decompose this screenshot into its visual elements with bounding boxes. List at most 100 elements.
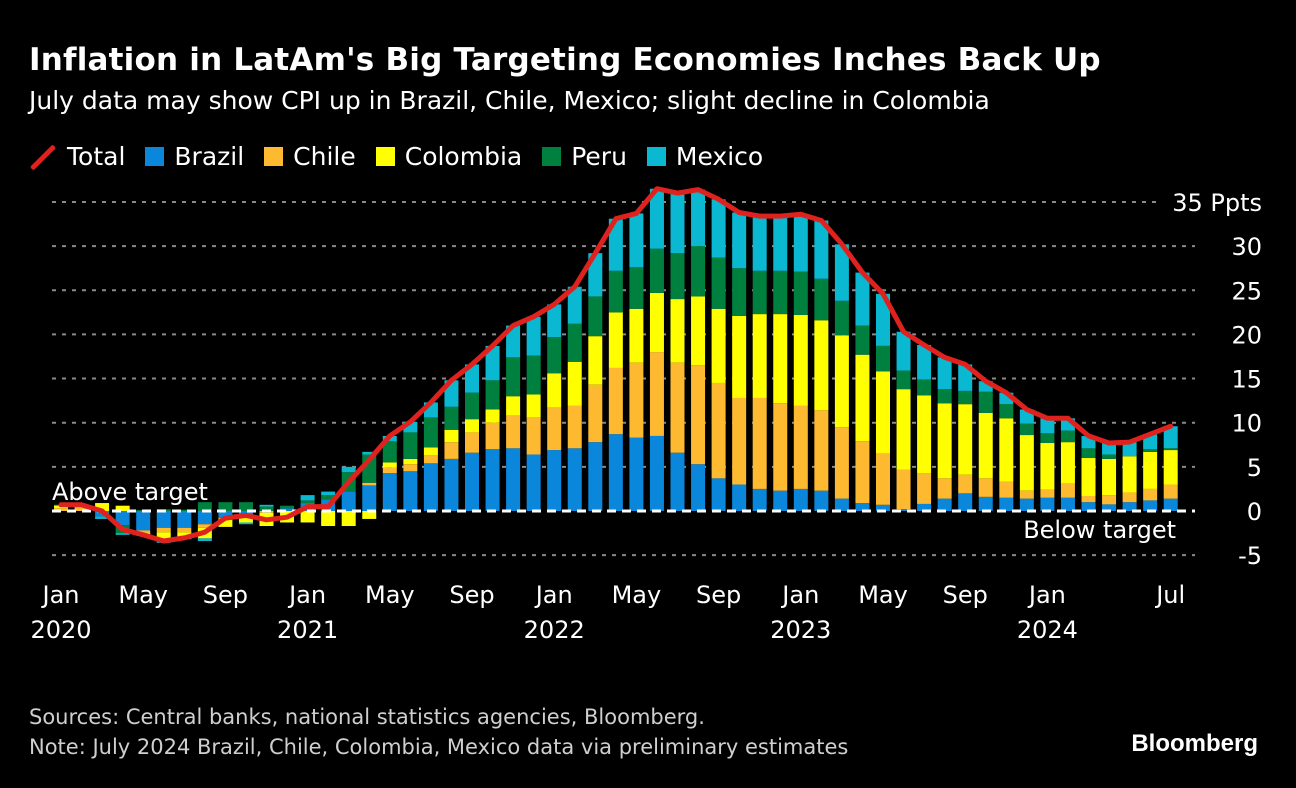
bar-brazil — [506, 448, 521, 511]
bar-mexico — [917, 344, 932, 380]
bar-chile — [876, 453, 890, 505]
bar-peru — [917, 379, 932, 396]
bar-brazil — [444, 458, 459, 511]
y-tick-label: 15 — [1231, 366, 1262, 394]
bar-peru — [485, 380, 500, 410]
legend-label: Chile — [293, 142, 356, 171]
x-tick-year-label: 2024 — [1017, 616, 1078, 644]
bar-brazil — [834, 498, 849, 511]
bar-brazil — [958, 493, 973, 511]
bar-colombia — [588, 336, 603, 385]
bar-peru — [218, 502, 233, 511]
bar-peru — [814, 278, 829, 321]
y-tick-label: 30 — [1231, 233, 1262, 261]
bar-colombia — [156, 532, 171, 540]
x-tick-label: Sep — [943, 581, 988, 609]
bar-peru — [711, 257, 726, 309]
chart-title: Inflation in LatAm's Big Targeting Econo… — [29, 42, 1101, 78]
bar-brazil — [526, 454, 541, 511]
bar-mexico — [937, 357, 952, 390]
annotation-below-target: Below target — [1023, 516, 1176, 544]
bar-colombia — [1102, 458, 1117, 496]
bar-brazil — [1081, 502, 1096, 511]
bar-peru — [834, 300, 849, 336]
bar-mexico — [341, 466, 356, 473]
bar-chile — [855, 441, 870, 504]
bar-brazil — [218, 511, 233, 519]
bar-brazil — [629, 437, 644, 511]
bar-colombia — [649, 292, 664, 353]
bar-chile — [1102, 495, 1117, 505]
bar-chile — [711, 382, 726, 479]
bar-brazil — [485, 449, 500, 511]
bar-brazil — [876, 504, 890, 511]
annotation-above-target: Above target — [52, 478, 208, 506]
bar-brazil — [197, 511, 212, 525]
bar-brazil — [711, 478, 726, 511]
sources-note: Sources: Central banks, national statist… — [29, 705, 705, 729]
bar-chile — [547, 407, 562, 451]
bar-chile — [691, 365, 706, 465]
bar-chile — [1163, 484, 1178, 499]
bar-chile — [793, 405, 808, 489]
bar-mexico — [732, 212, 747, 269]
bar-brazil — [567, 448, 582, 511]
bar-chile — [156, 527, 171, 533]
legend-swatch-icon — [542, 147, 562, 166]
x-tick-year-label: 2021 — [277, 616, 338, 644]
bar-colombia — [526, 394, 541, 418]
data-note: Note: July 2024 Brazil, Chile, Colombia,… — [29, 735, 849, 759]
bar-brazil — [382, 473, 397, 511]
y-tick-label: 35 Ppts — [1172, 189, 1262, 217]
bar-colombia — [95, 503, 110, 511]
bar-brazil — [1143, 500, 1158, 511]
bar-chile — [136, 530, 151, 534]
bar-peru — [1081, 448, 1096, 459]
bar-colombia — [896, 389, 911, 470]
bar-peru — [793, 271, 808, 315]
bar-peru — [896, 370, 911, 390]
bar-peru — [1019, 423, 1034, 436]
bar-chile — [937, 478, 952, 499]
bar-chile — [567, 405, 582, 449]
bar-brazil — [341, 491, 356, 511]
x-tick-label: Jan — [41, 581, 80, 609]
bar-brazil — [588, 442, 603, 511]
bar-peru — [608, 270, 623, 313]
bar-peru — [444, 406, 459, 430]
bar-brazil — [423, 463, 438, 511]
legend-item-peru: Peru — [542, 142, 627, 171]
bar-peru — [382, 441, 397, 463]
legend-swatch-icon — [646, 147, 666, 166]
bar-chile — [670, 362, 685, 453]
bar-chile — [649, 352, 664, 436]
bar-mexico — [855, 272, 870, 326]
y-tick-label: 5 — [1247, 454, 1262, 482]
bar-peru — [423, 417, 438, 448]
bar-mexico — [567, 286, 582, 324]
bar-colombia — [1163, 450, 1178, 485]
bar-chile — [732, 397, 747, 485]
bar-brazil — [773, 490, 788, 511]
bar-chile — [608, 367, 623, 435]
bar-brazil — [136, 511, 151, 531]
bar-peru — [526, 355, 541, 395]
x-tick-label: Jan — [780, 581, 819, 609]
bar-colombia — [382, 462, 397, 468]
bar-colombia — [238, 515, 253, 523]
bloomberg-logo: Bloomberg — [1131, 730, 1258, 757]
bar-brazil — [1019, 498, 1034, 511]
bar-colombia — [177, 532, 192, 538]
bar-peru — [958, 390, 973, 405]
bar-mexico — [608, 218, 623, 271]
bar-colombia — [362, 511, 377, 519]
bar-mexico — [752, 216, 767, 271]
bar-peru — [465, 392, 479, 420]
bar-peru — [629, 267, 644, 309]
bar-mexico — [95, 516, 110, 519]
legend-item-brazil: Brazil — [145, 142, 244, 171]
x-tick-label: May — [858, 581, 908, 609]
bar-chile — [773, 403, 788, 491]
bar-chile — [485, 422, 500, 450]
